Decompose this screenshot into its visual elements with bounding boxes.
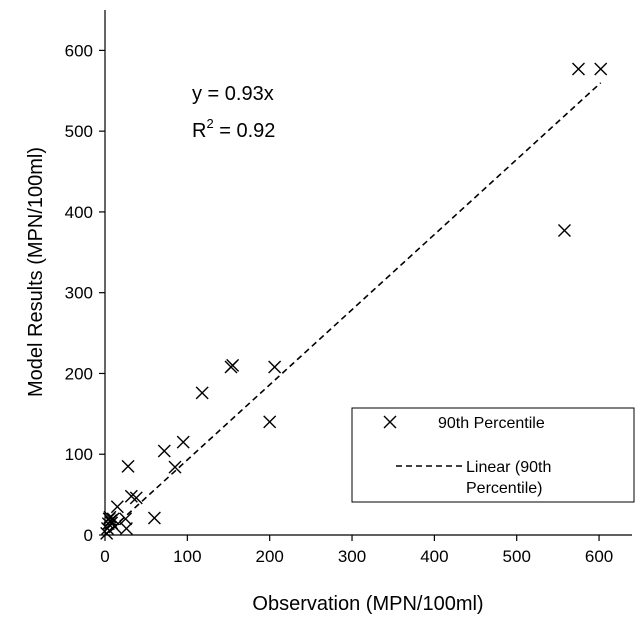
r-squared-annotation: R2 = 0.92: [192, 116, 275, 142]
scatter-point: [119, 522, 133, 536]
axis-tick-labels: 0 100 200 300 400 500 600 0 100 200 300 400 500 600: [65, 41, 614, 566]
scatter-point: [124, 489, 138, 503]
y-tick-label: 0: [84, 526, 93, 545]
trendline-linear-90th-percentile: [104, 82, 602, 536]
x-tick-label: 100: [173, 547, 201, 566]
x-tick-label: 400: [420, 547, 448, 566]
scatter-point: [108, 520, 122, 534]
y-tick-label: 100: [65, 445, 93, 464]
scatter-point: [110, 500, 124, 514]
scatter-point: [121, 459, 135, 473]
equation-annotation: y = 0.93x: [192, 83, 274, 105]
y-tick-label: 400: [65, 203, 93, 222]
scatter-markers-90th-percentile: [100, 62, 608, 540]
scatter-point: [594, 62, 608, 76]
scatter-point: [176, 435, 190, 449]
y-tick-label: 500: [65, 122, 93, 141]
scatter-point: [226, 358, 240, 372]
x-tick-label: 500: [503, 547, 531, 566]
scatter-point: [268, 360, 282, 374]
axis-ticks: [99, 49, 600, 541]
scatter-point: [195, 386, 209, 400]
scatter-point: [147, 511, 161, 525]
x-tick-label: 0: [100, 547, 109, 566]
legend-marker-x-icon: [383, 415, 397, 429]
x-tick-label: 600: [585, 547, 613, 566]
scatter-point: [263, 415, 277, 429]
x-axis-label: Observation (MPN/100ml): [252, 593, 483, 615]
y-tick-label: 600: [65, 41, 93, 60]
scatter-point: [106, 512, 120, 526]
scatter-point: [557, 224, 571, 237]
legend-label-linear-90th-percentile: Linear (90th Percentile): [466, 459, 551, 497]
y-tick-label: 300: [65, 284, 93, 303]
x-tick-label: 300: [338, 547, 366, 566]
x-tick-label: 200: [256, 547, 284, 566]
legend-box: [351, 407, 635, 503]
legend-label-90th-percentile: 90th Percentile: [438, 415, 545, 432]
legend: 90th Percentile Linear (90th Percentile): [351, 407, 635, 503]
plot-area: 0 100 200 300 400 500 600 0 100 200 300 400 500 600: [65, 10, 632, 566]
y-axis-label: Model Results (MPN/100ml): [25, 147, 47, 397]
scatter-point: [129, 491, 143, 505]
scatter-point: [168, 460, 182, 474]
scatter-point: [157, 444, 171, 458]
y-tick-label: 200: [65, 364, 93, 383]
scatter-point: [571, 62, 585, 76]
